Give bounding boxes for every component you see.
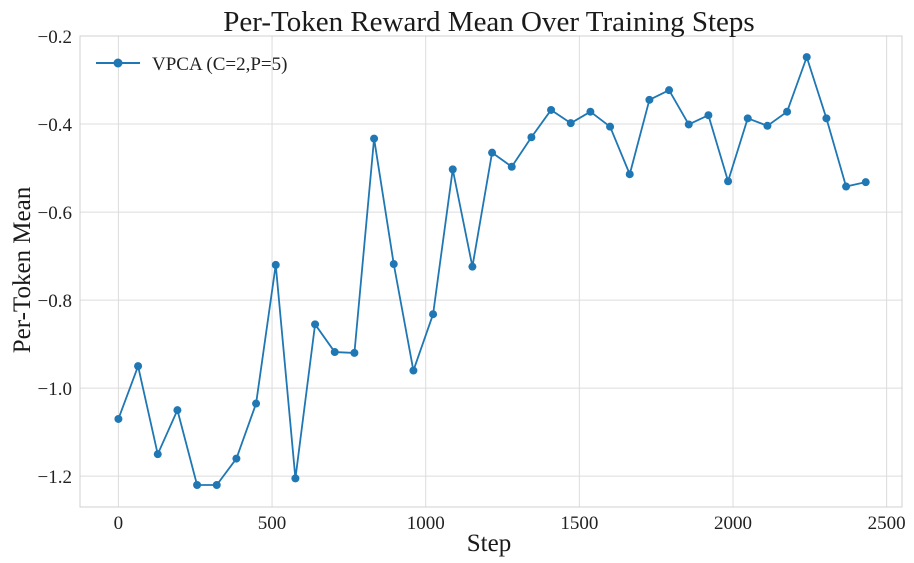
data-point bbox=[488, 148, 497, 157]
x-tick-label: 1500 bbox=[560, 513, 598, 534]
data-point bbox=[861, 178, 870, 187]
data-point bbox=[409, 366, 418, 375]
y-tick-label: −0.4 bbox=[38, 115, 73, 136]
x-tick-label: 500 bbox=[258, 513, 287, 534]
y-axis-label: Per-Token Mean bbox=[9, 186, 36, 353]
data-point bbox=[684, 120, 693, 129]
x-tick-label: 2500 bbox=[868, 513, 906, 534]
legend-entry-label: VPCA (C=2,P=5) bbox=[152, 54, 287, 75]
data-point bbox=[547, 105, 556, 114]
legend-marker-swatch bbox=[113, 58, 123, 68]
y-tick-label: −1.0 bbox=[38, 379, 72, 400]
data-point bbox=[704, 111, 713, 120]
data-point bbox=[134, 362, 143, 371]
data-point bbox=[350, 348, 359, 357]
legend: VPCA (C=2,P=5) bbox=[96, 54, 287, 75]
tick-labels: 0 500 1000 1500 2000 2500 −1.2 −1.0 −0.8 −0.6 −0.4… bbox=[38, 27, 906, 534]
data-point bbox=[173, 406, 182, 415]
data-point bbox=[763, 121, 772, 130]
x-axis-label: Step bbox=[467, 530, 511, 557]
data-point bbox=[822, 114, 831, 123]
data-point bbox=[625, 170, 634, 179]
chart-title: Per-Token Reward Mean Over Training Step… bbox=[223, 6, 754, 38]
series-layer bbox=[114, 53, 870, 489]
data-point bbox=[724, 177, 733, 186]
data-point bbox=[468, 262, 477, 271]
data-point bbox=[212, 480, 221, 489]
data-point bbox=[429, 310, 438, 319]
data-point bbox=[566, 119, 575, 128]
data-point bbox=[252, 399, 261, 408]
x-tick-label: 1000 bbox=[407, 513, 445, 534]
data-point bbox=[448, 165, 457, 174]
data-point bbox=[507, 162, 516, 171]
data-point bbox=[291, 474, 300, 483]
data-point bbox=[645, 95, 654, 104]
data-point bbox=[114, 414, 123, 423]
data-point bbox=[193, 480, 202, 489]
data-point bbox=[783, 107, 792, 116]
data-point bbox=[311, 320, 320, 329]
data-point bbox=[606, 122, 615, 131]
y-tick-label: −0.6 bbox=[38, 203, 72, 224]
series-line bbox=[117, 56, 866, 486]
data-point bbox=[802, 53, 811, 62]
y-tick-label: −0.2 bbox=[38, 27, 72, 48]
y-tick-label: −1.2 bbox=[38, 467, 72, 488]
grid bbox=[80, 35, 902, 507]
data-point bbox=[330, 348, 339, 357]
data-point bbox=[370, 134, 379, 143]
data-point bbox=[271, 260, 280, 269]
data-point bbox=[232, 454, 241, 463]
plot-frame bbox=[79, 35, 903, 508]
data-point bbox=[586, 107, 595, 116]
data-point bbox=[389, 260, 398, 269]
data-point bbox=[527, 133, 536, 142]
x-tick-label: 2000 bbox=[714, 513, 752, 534]
data-point bbox=[743, 114, 752, 123]
data-point bbox=[665, 86, 674, 95]
y-tick-label: −0.8 bbox=[38, 291, 72, 312]
x-tick-label: 0 bbox=[114, 513, 124, 534]
data-point bbox=[153, 450, 162, 459]
data-point bbox=[842, 182, 851, 191]
